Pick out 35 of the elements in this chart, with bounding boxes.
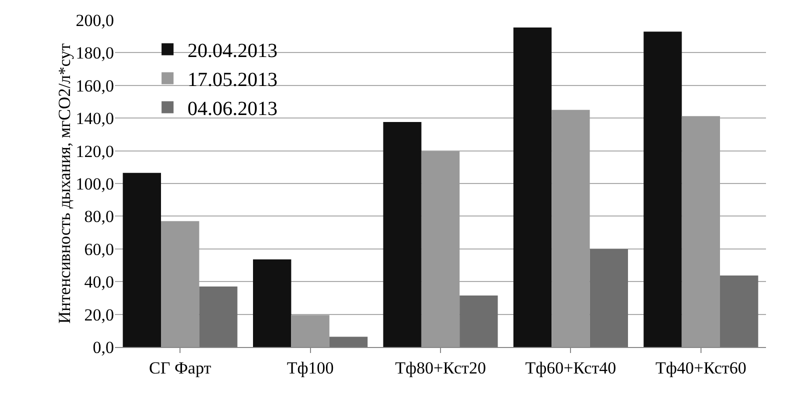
y-tick-label: 80,0 — [84, 207, 114, 226]
bar — [720, 276, 758, 347]
y-axis-title: Интенсивность дыхания, мгСО2/л*сут — [54, 42, 74, 324]
legend-label: 20.04.2013 — [188, 40, 278, 62]
bar — [253, 259, 292, 347]
x-tick-label: Тф40+Кст60 — [655, 358, 746, 378]
y-tick-label: 60,0 — [84, 240, 114, 259]
bar — [329, 336, 368, 347]
y-tick-label: 40,0 — [84, 272, 114, 292]
bar — [682, 116, 720, 347]
bar — [383, 122, 422, 347]
bar — [590, 249, 628, 347]
x-tick-label: Тф60+Кст40 — [525, 358, 616, 378]
x-tick-label: Тф100 — [286, 358, 334, 378]
y-tick-label: 140,0 — [76, 109, 114, 128]
bar — [552, 110, 590, 347]
x-tick-label: СГ Фарт — [149, 358, 212, 378]
bar — [460, 296, 498, 347]
bar — [644, 32, 682, 347]
y-tick-label: 0,0 — [92, 338, 114, 357]
y-tick-label: 160,0 — [76, 76, 114, 96]
bar — [291, 315, 330, 347]
bar — [161, 221, 200, 347]
y-tick-label: 100,0 — [76, 174, 114, 194]
bar — [122, 172, 161, 347]
y-tick-label: 200,0 — [76, 10, 114, 30]
bar — [421, 151, 460, 347]
y-tick-label: 180,0 — [76, 44, 114, 63]
bar — [513, 28, 552, 347]
x-tick-label: Тф80+Кст20 — [395, 358, 486, 378]
legend-label: 04.06.2013 — [188, 98, 278, 120]
y-tick-label: 20,0 — [84, 305, 114, 324]
legend-label: 17.05.2013 — [188, 69, 278, 92]
bar — [199, 286, 238, 347]
y-tick-label: 120,0 — [76, 142, 114, 161]
